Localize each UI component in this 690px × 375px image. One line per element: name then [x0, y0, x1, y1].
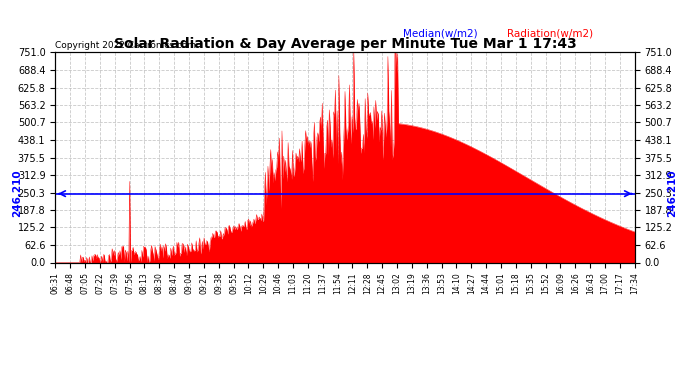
Text: 246.210: 246.210	[667, 170, 678, 217]
Text: Copyright 2022 Cartronics.com: Copyright 2022 Cartronics.com	[55, 41, 196, 50]
Text: Radiation(w/m2): Radiation(w/m2)	[507, 29, 593, 39]
Text: Median(w/m2): Median(w/m2)	[403, 29, 477, 39]
Title: Solar Radiation & Day Average per Minute Tue Mar 1 17:43: Solar Radiation & Day Average per Minute…	[114, 38, 576, 51]
Text: 246.210: 246.210	[12, 170, 23, 217]
